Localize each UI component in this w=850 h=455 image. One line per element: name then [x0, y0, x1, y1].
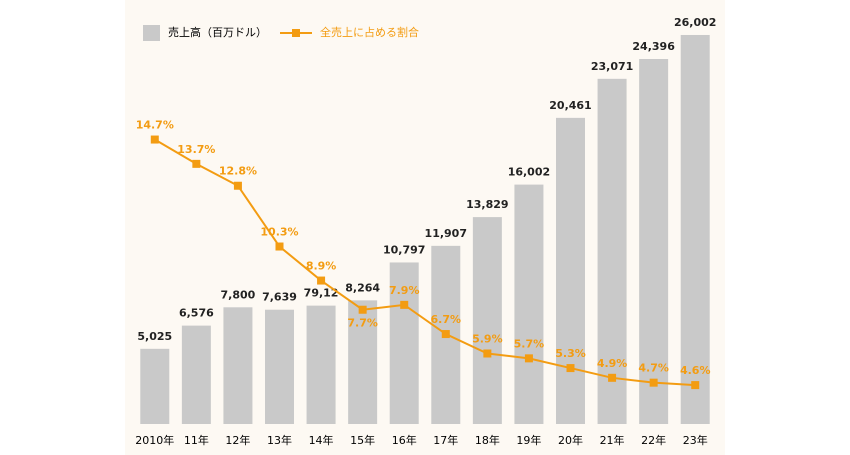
x-tick-label: 23年 — [683, 433, 708, 447]
bar-value-label: 16,002 — [508, 166, 550, 179]
line-marker — [275, 242, 284, 251]
line-value-label: 5.9% — [472, 332, 503, 345]
x-tick-label: 11年 — [184, 433, 209, 447]
x-tick-label: 20年 — [558, 433, 583, 447]
line-marker — [691, 381, 700, 390]
bar — [680, 34, 710, 424]
line-value-label: 4.6% — [680, 364, 711, 377]
x-tick-label: 2010年 — [135, 433, 174, 447]
bar-value-label: 7,639 — [262, 291, 297, 304]
line-marker — [566, 364, 575, 373]
line-value-label: 6.7% — [431, 313, 462, 326]
bar — [348, 300, 378, 424]
line-marker — [400, 300, 409, 309]
line-marker — [441, 330, 450, 339]
line-value-label: 4.7% — [638, 362, 669, 375]
line-value-label: 14.7% — [136, 119, 174, 132]
x-tick-label: 18年 — [475, 433, 500, 447]
line-value-label: 13.7% — [177, 143, 215, 156]
line-value-label: 4.9% — [597, 357, 628, 370]
x-tick-label: 16年 — [392, 433, 417, 447]
legend-swatch-bar — [143, 25, 160, 41]
x-tick-label: 19年 — [516, 433, 541, 447]
line-marker — [358, 305, 367, 314]
bar-value-label: 10,797 — [383, 243, 425, 256]
bar-value-label: 79,12 — [304, 287, 339, 300]
bar-value-label: 20,461 — [549, 99, 591, 112]
x-tick-label: 14年 — [309, 433, 334, 447]
x-tick-label: 22年 — [641, 433, 666, 447]
bar — [556, 117, 585, 425]
bar — [181, 325, 211, 424]
line-value-label: 7.7% — [347, 317, 378, 330]
bar-value-label: 8,264 — [345, 281, 380, 294]
line-value-label: 8.9% — [306, 260, 337, 273]
bar — [514, 184, 544, 424]
bar — [389, 262, 419, 424]
bar — [265, 309, 294, 424]
line-value-label: 7.9% — [389, 284, 420, 297]
bar-value-label: 13,829 — [466, 198, 508, 211]
bar-value-label: 7,800 — [221, 288, 256, 301]
bar-value-label: 11,907 — [425, 227, 467, 240]
line-marker — [608, 373, 617, 382]
bar-value-label: 6,576 — [179, 307, 214, 320]
line — [154, 138, 696, 387]
legend-label: 全売上に占める割合 — [320, 25, 419, 39]
line-value-label: 5.3% — [555, 347, 586, 360]
bar — [597, 78, 627, 424]
bar-value-label: 26,002 — [674, 16, 716, 29]
bar-value-label: 24,396 — [632, 40, 675, 53]
x-tick-label: 12年 — [225, 433, 250, 447]
line-value-label: 12.8% — [219, 165, 257, 178]
line-marker — [233, 181, 242, 190]
line-marker — [192, 159, 201, 168]
x-tick-label: 15年 — [350, 433, 375, 447]
line-marker — [649, 378, 658, 387]
line-marker — [150, 135, 159, 144]
bar-value-label: 5,025 — [137, 330, 172, 343]
x-tick-label: 17年 — [433, 433, 458, 447]
bar — [223, 307, 253, 424]
bar — [639, 58, 669, 425]
bar-value-label: 23,071 — [591, 60, 633, 73]
line-marker — [317, 276, 326, 285]
line-marker — [483, 349, 492, 358]
bar — [306, 305, 336, 424]
bar — [140, 348, 170, 424]
legend-swatch-marker — [292, 29, 300, 37]
line-value-label: 5.7% — [514, 337, 545, 350]
line-marker — [524, 354, 533, 363]
bar — [472, 217, 502, 424]
x-tick-label: 13年 — [267, 433, 292, 447]
line-value-label: 10.3% — [260, 226, 298, 239]
legend-label: 売上高（百万ドル） — [168, 25, 267, 39]
x-tick-label: 21年 — [600, 433, 625, 447]
